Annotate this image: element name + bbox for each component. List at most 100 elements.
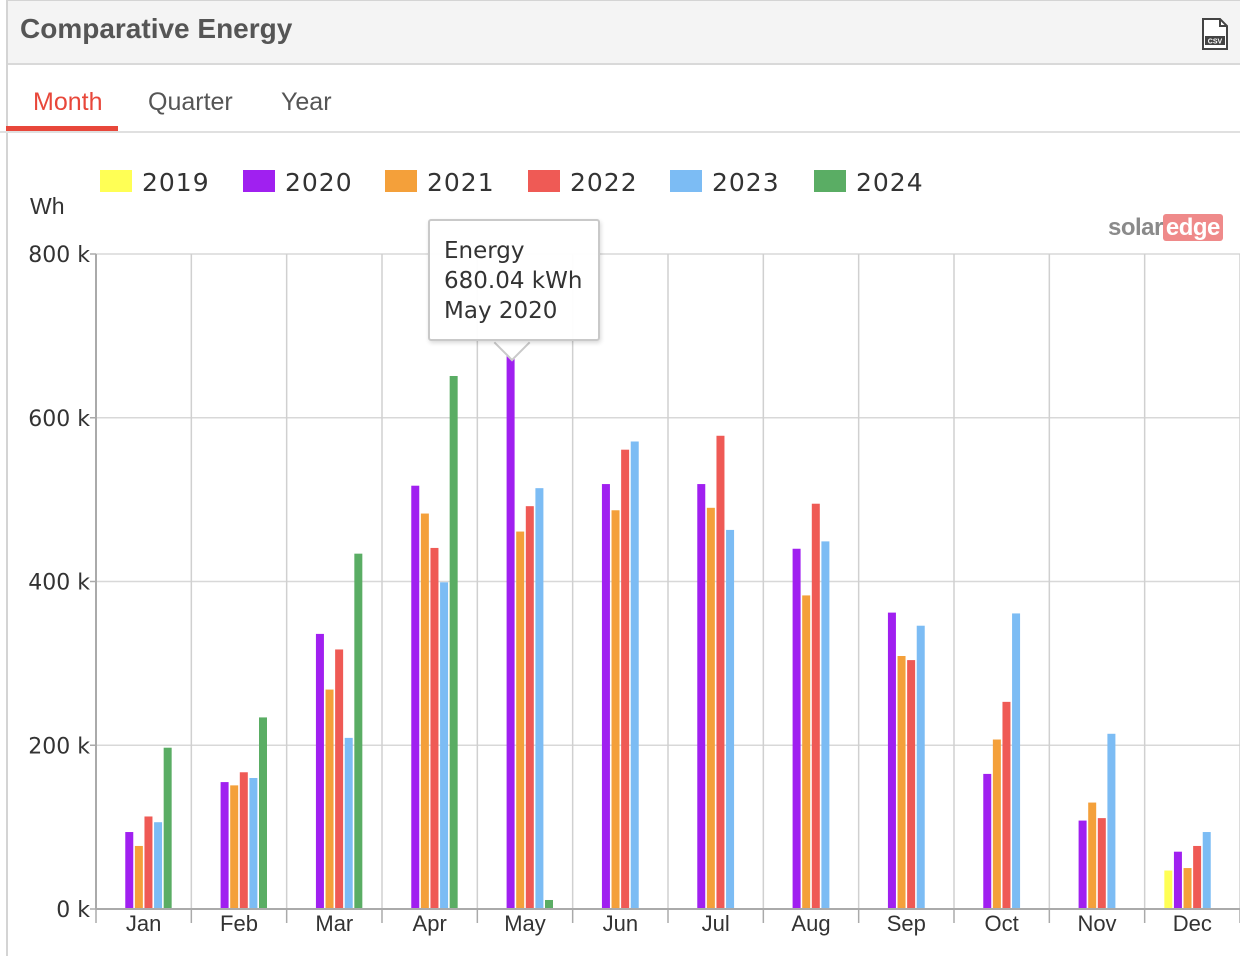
bar-2021-Sep: [897, 656, 906, 909]
legend-swatch: [243, 170, 275, 192]
bar-2024-Feb: [259, 717, 267, 909]
bar-2022-Dec: [1193, 845, 1202, 909]
y-tick-label: 800 k: [28, 243, 90, 268]
x-tick-label: Nov: [1077, 911, 1116, 936]
legend-label: 2022: [570, 168, 638, 197]
x-tick-label: Oct: [985, 911, 1019, 936]
bar-2020-Jun: [601, 484, 610, 909]
tooltip-series-label: Energy: [444, 238, 525, 264]
x-tick-label: Dec: [1173, 911, 1212, 936]
bar-2024-Apr: [449, 375, 458, 909]
tab-quarter[interactable]: Quarter: [148, 88, 233, 116]
legend-label: 2023: [712, 168, 780, 197]
legend-swatch: [100, 170, 132, 192]
bar-2022-Apr: [430, 547, 439, 909]
bar-2020-Jan: [125, 832, 134, 909]
tabs-divider: [0, 131, 1240, 133]
bar-2019-Dec: [1164, 870, 1173, 909]
chart-tooltip: Energy 680.04 kWh May 2020: [428, 219, 600, 341]
x-tick-label: Sep: [887, 911, 926, 936]
legend-label: 2021: [427, 168, 495, 197]
bar-2020-May: [506, 352, 515, 909]
bar-2022-Sep: [907, 660, 916, 909]
panel-title: Comparative Energy: [20, 13, 293, 44]
bar-2023-Aug: [821, 541, 830, 909]
x-tick-label: Mar: [315, 911, 353, 936]
bar-2021-Oct: [992, 739, 1001, 909]
bar-2021-Apr: [420, 513, 429, 909]
legend-label: 2019: [142, 168, 210, 197]
bar-2024-Mar: [354, 553, 363, 909]
bar-2022-May: [525, 506, 534, 909]
tab-year[interactable]: Year: [281, 88, 332, 116]
y-tick-label: 400 k: [28, 571, 90, 596]
bar-2023-Nov: [1107, 733, 1116, 909]
grid-layer: [95, 253, 1240, 910]
bar-2020-Nov: [1078, 820, 1087, 909]
svg-text:CSV: CSV: [1208, 39, 1223, 46]
bar-2023-Mar: [344, 737, 353, 909]
x-tick-label: Jun: [603, 911, 638, 936]
solaredge-logo: solar edge: [1108, 214, 1223, 242]
logo-part-solar: solar: [1108, 214, 1163, 241]
bar-2020-Dec: [1173, 851, 1182, 909]
bar-2023-May: [535, 488, 544, 909]
legend-label: 2020: [285, 168, 353, 197]
bar-2023-Jul: [726, 529, 735, 909]
tooltip-value: 680.04 kWh: [444, 268, 583, 294]
bar-2020-Apr: [411, 485, 420, 909]
bar-2022-Mar: [335, 649, 344, 909]
bar-2021-Mar: [325, 689, 334, 909]
bar-2022-Feb: [239, 772, 248, 909]
bar-2023-Oct: [1012, 613, 1021, 909]
x-tick-label: Feb: [220, 911, 258, 936]
bar-2021-Aug: [802, 595, 811, 909]
x-tick-label: Aug: [791, 911, 830, 936]
y-tick-label: 200 k: [28, 734, 90, 759]
bar-2020-Oct: [983, 773, 992, 909]
bar-2020-Mar: [315, 633, 324, 909]
bar-2022-Aug: [811, 503, 820, 909]
panel-header: Comparative Energy CSV: [8, 1, 1240, 65]
bar-2021-Jun: [611, 510, 620, 909]
bar-2024-Jan: [163, 747, 172, 909]
tab-month[interactable]: Month: [33, 88, 103, 116]
bar-2021-Jan: [134, 845, 143, 909]
legend-swatch: [385, 170, 417, 192]
legend-swatch: [528, 170, 560, 192]
y-tick-label: 0 k: [56, 898, 90, 923]
bar-2022-Jun: [621, 449, 630, 909]
bar-2021-Jul: [706, 507, 715, 909]
x-tick-label: Apr: [413, 911, 447, 936]
bars-layer: [125, 352, 1211, 909]
bar-2021-Feb: [230, 785, 239, 909]
bar-2023-Sep: [916, 625, 925, 909]
bar-2021-Dec: [1183, 868, 1192, 909]
bar-2020-Aug: [792, 548, 801, 909]
bar-2020-Sep: [887, 612, 896, 909]
bar-2021-Nov: [1088, 802, 1097, 909]
comparative-energy-panel: Comparative Energy CSV: [6, 0, 1240, 956]
bar-2021-May: [516, 531, 525, 909]
axis-layer: 0 k 200 k 400 k 600 k 800 k Jan Feb Mar Apr May Ju…: [28, 243, 1240, 936]
bar-2022-Nov: [1097, 818, 1106, 909]
logo-part-edge: edge: [1162, 214, 1223, 241]
bar-2024-May: [545, 899, 553, 909]
y-tick-label: 600 k: [28, 407, 90, 432]
bar-2023-Jan: [154, 822, 163, 909]
legend-swatch: [814, 170, 846, 192]
y-axis-unit-label: Wh: [30, 193, 65, 219]
tooltip-period: May 2020: [444, 298, 558, 324]
legend-label: 2024: [856, 168, 924, 197]
bar-2020-Jul: [697, 484, 706, 909]
bar-2022-Oct: [1002, 701, 1011, 909]
bar-2023-Jun: [630, 441, 639, 909]
csv-file-icon[interactable]: CSV: [1200, 17, 1230, 51]
active-tab-indicator: [6, 126, 118, 131]
x-tick-label: May: [504, 911, 546, 936]
bar-2022-Jan: [144, 816, 153, 909]
bar-2023-Dec: [1202, 832, 1211, 909]
bar-2022-Jul: [716, 435, 725, 909]
bar-2020-Feb: [220, 782, 229, 909]
